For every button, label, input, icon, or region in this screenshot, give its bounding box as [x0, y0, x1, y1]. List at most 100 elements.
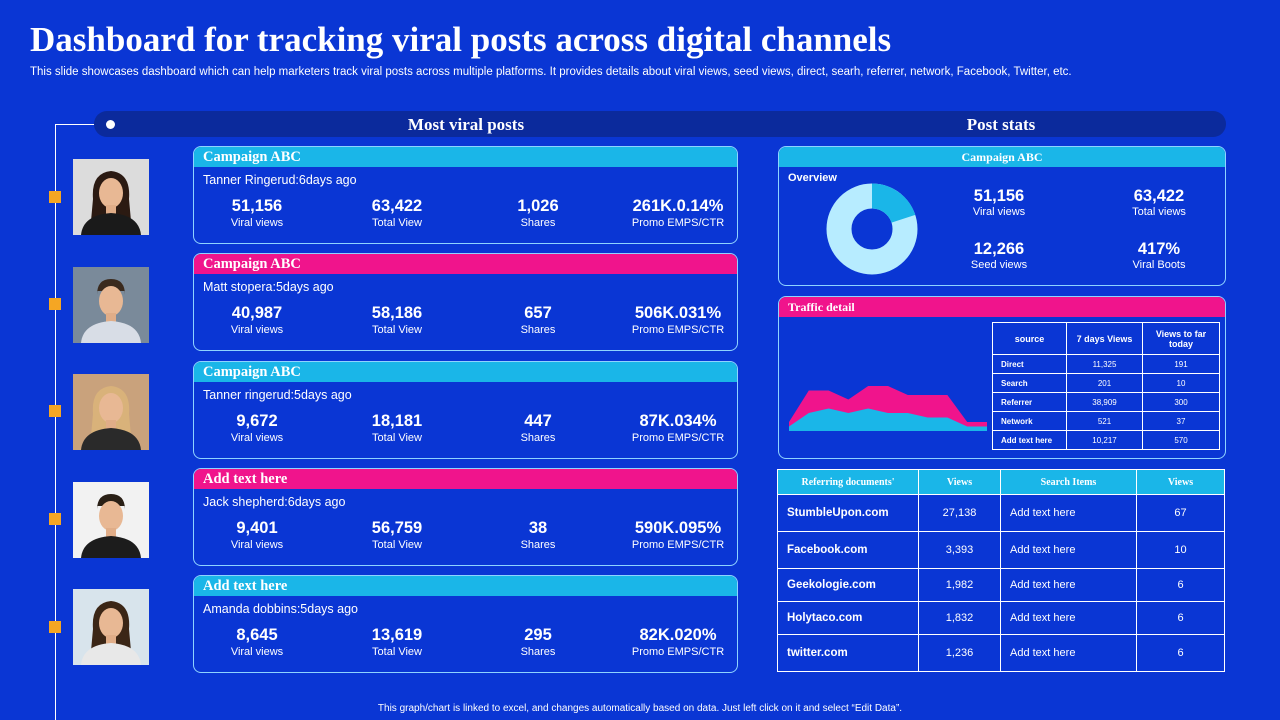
stat-label: Seed views [970, 259, 1028, 271]
table-cell: 570 [1142, 430, 1220, 450]
stat-label: Viral views [230, 432, 284, 444]
table-cell: 521 [1066, 411, 1143, 431]
referring-domain: twitter.com [777, 634, 919, 672]
table-cell: 6 [1136, 568, 1225, 602]
stat-label: Promo EMPS/CTR [631, 324, 725, 336]
traffic-col-source: source [992, 322, 1067, 355]
stat-value: 18,181 [371, 412, 423, 430]
stat-label: Viral Boots [1132, 259, 1186, 271]
table-row: Geekologie.com 1,982 Add text here 6 [777, 568, 1225, 602]
overview-panel: Campaign ABC Overview 51,156 Viral views… [778, 146, 1226, 286]
stat-value: 87K.034% [639, 412, 717, 430]
traffic-col-7days: 7 days Views [1066, 322, 1143, 355]
table-row: Direct 11,325 191 [992, 354, 1220, 374]
stat-value: 63,422 [371, 197, 423, 215]
page-subtitle: This slide showcases dashboard which can… [30, 66, 1072, 78]
post-stat-viral: 9,401 Viral views [231, 519, 283, 551]
table-cell: 6 [1136, 634, 1225, 672]
table-cell: 10 [1136, 531, 1225, 569]
overview-stat-boots: 417% Viral Boots [1133, 240, 1186, 271]
post-stat-viral: 9,672 Viral views [231, 412, 283, 444]
table-cell: Add text here [1000, 568, 1137, 602]
stat-label: Promo EMPS/CTR [631, 539, 725, 551]
timeline-marker [49, 298, 61, 310]
table-cell: 1,236 [918, 634, 1001, 672]
post-stat-total: 63,422 Total View [372, 197, 422, 229]
post-card: Campaign ABC Matt stopera:5days ago 40,987… [193, 253, 738, 351]
post-stat-viral: 40,987 Viral views [231, 304, 283, 336]
table-cell: 191 [1142, 354, 1220, 374]
stat-value: 51,156 [231, 197, 283, 215]
stat-value: 8,645 [236, 626, 278, 644]
table-cell: Add text here [992, 430, 1067, 450]
overview-label: Overview [788, 172, 837, 184]
table-row: Facebook.com 3,393 Add text here 10 [777, 531, 1225, 569]
table-row: Add text here 10,217 570 [992, 430, 1220, 450]
timeline-line [55, 124, 56, 720]
table-row: Holytaco.com 1,832 Add text here 6 [777, 601, 1225, 635]
table-row: Search 201 10 [992, 373, 1220, 393]
table-cell: 1,982 [918, 568, 1001, 602]
table-cell: Add text here [1000, 494, 1137, 532]
timeline-marker [49, 405, 61, 417]
post-stat-viral: 51,156 Viral views [231, 197, 283, 229]
table-cell: 27,138 [918, 494, 1001, 532]
referring-documents-table: Referring documents' Views Search Items … [777, 469, 1225, 672]
stat-value: 51,156 [973, 187, 1025, 205]
stat-label: Total View [372, 432, 422, 444]
stat-value: 590K.095% [634, 519, 722, 537]
table-cell: 6 [1136, 601, 1225, 635]
woman-avatar-icon [73, 374, 149, 450]
post-author: Tanner Ringerud:6days ago [203, 173, 357, 187]
stat-value: 82K.020% [639, 626, 717, 644]
post-stat-promo: 506K.031% Promo EMPS/CTR [632, 304, 724, 336]
table-cell: 38,909 [1066, 392, 1143, 412]
stat-label: Total View [372, 217, 422, 229]
stat-label: Total View [372, 324, 422, 336]
stat-value: 9,401 [236, 519, 278, 537]
post-stat-shares: 447 Shares [521, 412, 556, 444]
stat-label: Viral views [972, 206, 1026, 218]
table-cell: 11,325 [1066, 354, 1143, 374]
post-stat-shares: 295 Shares [521, 626, 556, 658]
stat-value: 417% [1137, 240, 1181, 258]
traffic-panel-header: Traffic detail [779, 297, 1225, 317]
stat-label: Promo EMPS/CTR [631, 432, 725, 444]
timeline-marker [49, 513, 61, 525]
post-card-header: Campaign ABC [194, 362, 737, 382]
table-cell: Add text here [1000, 634, 1137, 672]
ref-col-search-items: Search Items [1000, 469, 1137, 495]
stat-label: Total View [372, 646, 422, 658]
overview-panel-header: Campaign ABC [779, 147, 1225, 167]
stat-value: 261K.0.14% [632, 197, 724, 215]
table-cell: 10 [1142, 373, 1220, 393]
post-stat-promo: 87K.034% Promo EMPS/CTR [632, 412, 724, 444]
overview-donut-chart [826, 183, 918, 275]
timeline-marker [49, 191, 61, 203]
post-card-header: Add text here [194, 576, 737, 596]
post-stat-total: 18,181 Total View [372, 412, 422, 444]
stat-label: Promo EMPS/CTR [631, 217, 725, 229]
post-stat-viral: 8,645 Viral views [231, 626, 283, 658]
stat-value: 40,987 [231, 304, 283, 322]
post-author: Matt stopera:5days ago [203, 280, 334, 294]
post-stat-shares: 1,026 Shares [517, 197, 558, 229]
man-avatar-icon [73, 482, 149, 558]
post-stat-shares: 38 Shares [521, 519, 556, 551]
stat-value: 506K.031% [634, 304, 722, 322]
woman-avatar-icon [73, 159, 149, 235]
table-cell: Add text here [1000, 531, 1137, 569]
timeline-marker [49, 621, 61, 633]
table-cell: 201 [1066, 373, 1143, 393]
traffic-detail-panel: Traffic detail source 7 days Views Views… [778, 296, 1226, 459]
post-card: Add text here Amanda dobbins:5days ago 8,6… [193, 575, 738, 673]
stat-label: Promo EMPS/CTR [631, 646, 725, 658]
table-cell: 3,393 [918, 531, 1001, 569]
post-stat-total: 13,619 Total View [372, 626, 422, 658]
table-cell: Network [992, 411, 1067, 431]
stat-value: 295 [524, 626, 552, 644]
table-row: Referrer 38,909 300 [992, 392, 1220, 412]
stat-value: 1,026 [517, 197, 559, 215]
timeline-connector [55, 124, 95, 125]
post-card: Add text here Jack shepherd:6days ago 9,40… [193, 468, 738, 566]
